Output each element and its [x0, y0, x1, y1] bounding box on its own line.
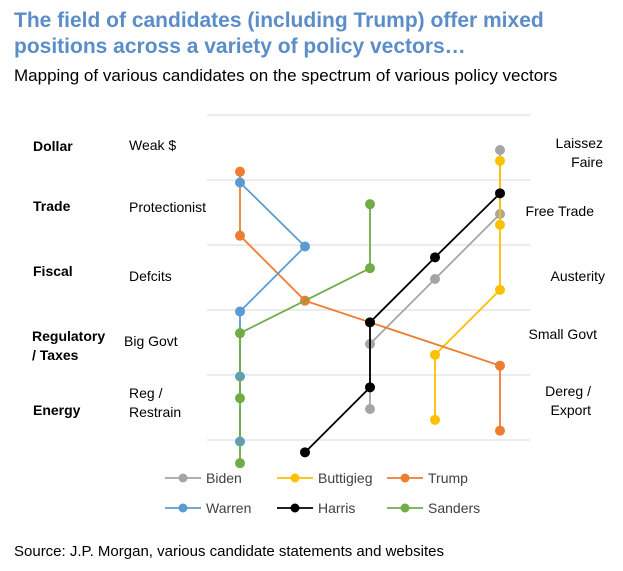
legend-label: Sanders: [428, 500, 480, 516]
data-point: [365, 263, 375, 274]
right-axis-label: Laissez Faire: [556, 135, 604, 170]
series-line: [434, 160, 501, 420]
data-point: [235, 230, 245, 241]
data-point: [235, 177, 245, 188]
category-label: Trade: [33, 198, 71, 214]
legend-item: Biden: [165, 470, 242, 486]
data-point: [495, 360, 505, 371]
left-axis-label: Protectionist: [129, 199, 206, 215]
data-point: [300, 241, 310, 252]
legend-label: Harris: [318, 500, 355, 516]
right-axis-label: Austerity: [551, 268, 605, 284]
data-point: [430, 349, 440, 360]
data-point: [430, 252, 440, 263]
right-axis-label: Dereg / Export: [545, 383, 591, 418]
series-buttigieg: [430, 155, 505, 425]
left-axis-label: Weak $: [129, 137, 176, 153]
data-point: [495, 188, 505, 199]
data-point: [235, 328, 245, 339]
category-label: Dollar: [33, 138, 73, 154]
category-label: Fiscal: [33, 263, 73, 279]
data-point: [235, 458, 245, 469]
legend-item: Harris: [277, 500, 355, 516]
series-line: [304, 192, 501, 453]
legend-item: Warren: [165, 500, 251, 516]
left-axis-label: Defcits: [129, 268, 172, 284]
legend-label: Warren: [206, 500, 251, 516]
policy-chart: Dollar Trade Fiscal Regulatory / Taxes Energy…: [32, 114, 605, 516]
chart-subtitle: Mapping of various candidates on the spe…: [14, 66, 558, 85]
data-point: [235, 306, 245, 317]
legend-label: Trump: [428, 470, 468, 486]
data-point: [495, 284, 505, 295]
legend-item: Sanders: [387, 500, 480, 516]
data-point: [365, 382, 375, 393]
left-axis-label: Reg / Restrain: [129, 385, 181, 420]
data-point: [430, 414, 440, 425]
legend-item: Trump: [387, 470, 468, 486]
chart-title: The field of candidates (including Trump…: [14, 9, 544, 58]
data-point: [495, 425, 505, 436]
category-label: Energy: [33, 402, 81, 418]
series-sanders: [235, 199, 375, 469]
right-axis-label: Small Govt: [529, 326, 598, 342]
data-point: [495, 219, 505, 230]
data-point: [235, 393, 245, 404]
source-note: Source: J.P. Morgan, various candidate s…: [14, 543, 444, 560]
legend-item: Buttigieg: [277, 470, 372, 486]
data-point: [365, 404, 375, 414]
series-warren: [235, 177, 310, 447]
legend-label: Biden: [206, 470, 242, 486]
series-line: [239, 181, 307, 442]
data-point: [495, 145, 505, 155]
legend-label: Buttigieg: [318, 470, 372, 486]
data-point: [495, 155, 505, 166]
category-label: Regulatory / Taxes: [32, 328, 105, 363]
data-point: [365, 317, 375, 328]
data-point: [430, 274, 440, 284]
data-point: [300, 447, 310, 458]
data-point: [365, 199, 375, 210]
series-harris: [300, 188, 505, 458]
data-point: [235, 166, 245, 177]
right-axis-label: Free Trade: [526, 203, 595, 219]
left-axis-label: Big Govt: [124, 333, 178, 349]
